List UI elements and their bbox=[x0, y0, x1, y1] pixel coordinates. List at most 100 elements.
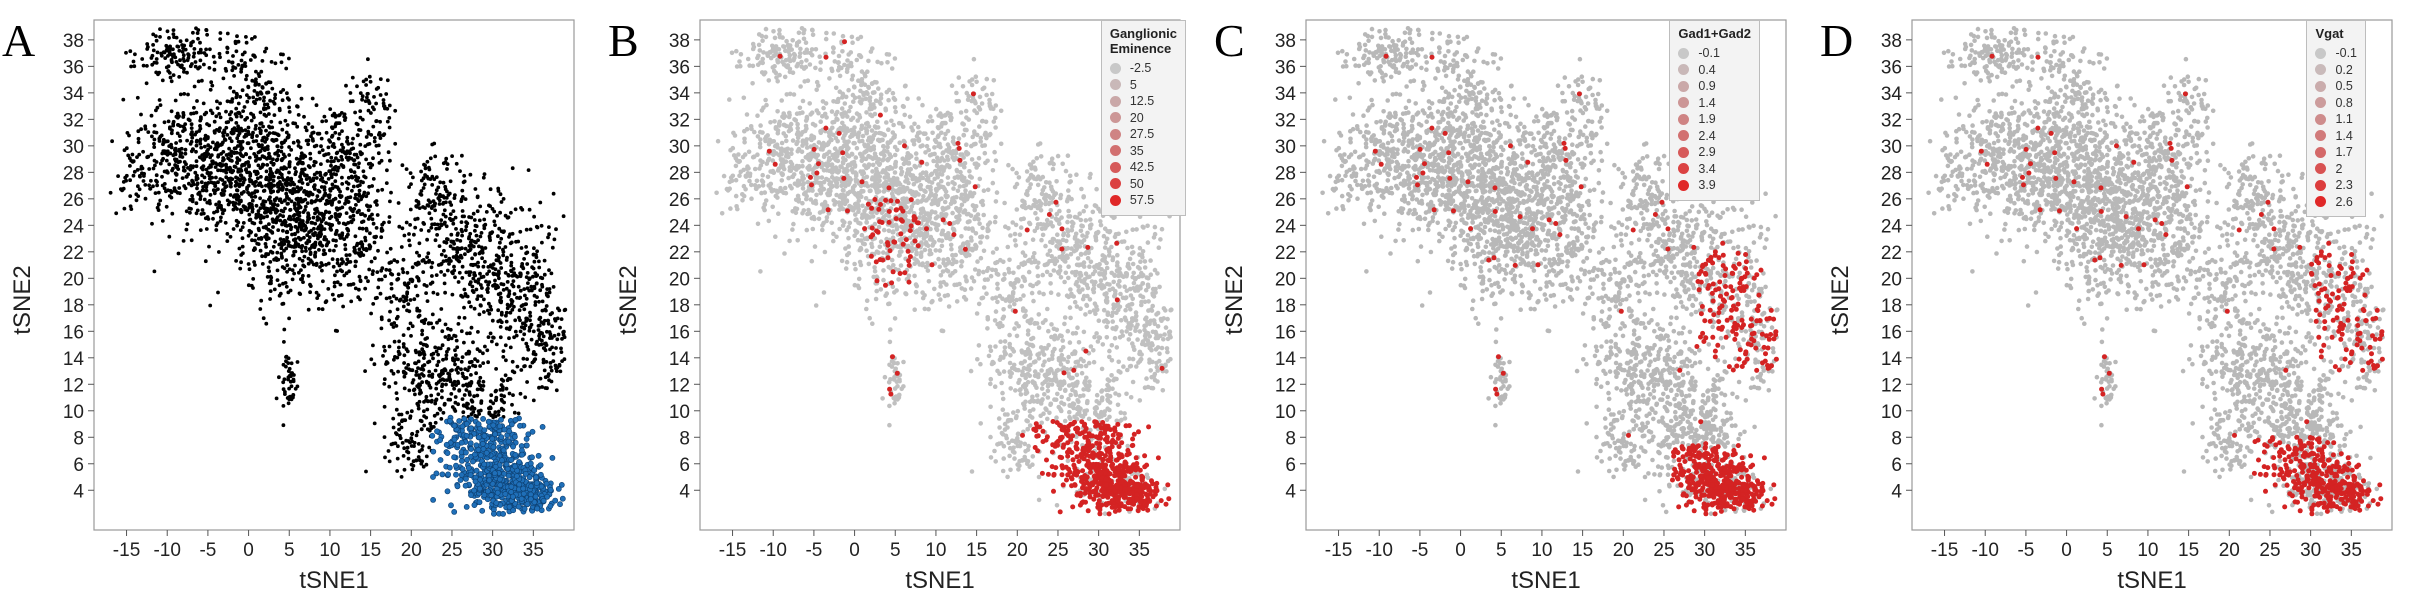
data-point bbox=[198, 40, 202, 45]
data-point bbox=[152, 123, 157, 128]
data-point bbox=[321, 279, 325, 284]
data-point bbox=[522, 257, 526, 261]
data-point bbox=[426, 176, 431, 181]
data-point bbox=[258, 248, 263, 253]
data-point bbox=[195, 186, 199, 191]
data-point bbox=[268, 297, 272, 301]
data-point bbox=[178, 139, 183, 143]
data-point bbox=[424, 284, 429, 288]
data-point bbox=[234, 175, 238, 180]
y-tick-label: 28 bbox=[669, 163, 690, 184]
data-point bbox=[224, 69, 229, 73]
data-point bbox=[296, 140, 301, 145]
data-point bbox=[799, 64, 804, 69]
data-point bbox=[295, 229, 300, 234]
data-point bbox=[281, 423, 286, 428]
data-point bbox=[537, 337, 542, 341]
data-point bbox=[149, 152, 154, 157]
data-point bbox=[258, 131, 263, 136]
data-point bbox=[416, 373, 421, 378]
data-point bbox=[280, 141, 284, 146]
data-point bbox=[427, 369, 432, 374]
data-point bbox=[240, 182, 245, 187]
data-point bbox=[160, 174, 164, 179]
data-point bbox=[324, 130, 329, 135]
data-point bbox=[334, 244, 338, 248]
data-point bbox=[152, 145, 157, 150]
data-point bbox=[534, 255, 539, 260]
data-point bbox=[246, 233, 251, 238]
data-point bbox=[289, 199, 294, 204]
data-point bbox=[404, 220, 409, 225]
data-point bbox=[429, 225, 434, 230]
data-point bbox=[169, 131, 174, 136]
data-point bbox=[402, 233, 407, 238]
data-point bbox=[457, 388, 462, 393]
data-point bbox=[228, 158, 233, 163]
data-point bbox=[250, 202, 254, 207]
data-point bbox=[254, 97, 259, 102]
data-point bbox=[505, 280, 510, 284]
highlighted-point bbox=[463, 503, 470, 510]
data-point bbox=[360, 97, 364, 102]
data-point bbox=[840, 33, 846, 39]
data-point bbox=[540, 282, 544, 287]
data-point bbox=[433, 420, 438, 425]
data-point bbox=[231, 207, 236, 212]
data-point bbox=[370, 163, 375, 167]
data-point bbox=[775, 131, 781, 136]
data-point bbox=[221, 182, 226, 187]
data-point bbox=[326, 193, 330, 198]
data-point bbox=[281, 362, 286, 367]
data-point bbox=[522, 364, 526, 369]
data-point bbox=[486, 360, 490, 365]
data-point bbox=[509, 298, 514, 302]
data-point bbox=[218, 37, 223, 41]
data-point bbox=[823, 36, 829, 42]
highlighted-point bbox=[479, 440, 486, 447]
data-point bbox=[478, 204, 483, 209]
data-point bbox=[306, 307, 311, 312]
data-point bbox=[293, 166, 297, 171]
data-point bbox=[503, 271, 508, 275]
data-point bbox=[497, 255, 501, 260]
data-point bbox=[274, 256, 278, 261]
data-point bbox=[249, 118, 254, 123]
data-point bbox=[416, 442, 421, 446]
data-point bbox=[248, 58, 253, 62]
data-point bbox=[357, 192, 361, 197]
data-point bbox=[383, 455, 387, 460]
highlighted-point bbox=[500, 511, 506, 517]
x-tick-label: 20 bbox=[401, 540, 422, 561]
data-point bbox=[433, 368, 438, 373]
data-point bbox=[541, 357, 546, 362]
data-point bbox=[481, 361, 486, 365]
highlighted-point bbox=[515, 503, 522, 510]
data-point bbox=[341, 221, 346, 226]
data-point bbox=[494, 395, 499, 400]
data-point bbox=[212, 181, 217, 186]
data-point bbox=[289, 361, 294, 366]
data-point bbox=[557, 308, 562, 313]
data-point bbox=[206, 143, 211, 148]
data-point bbox=[270, 230, 274, 235]
data-point bbox=[215, 221, 220, 226]
data-point bbox=[783, 133, 789, 139]
data-point bbox=[369, 259, 374, 264]
data-point bbox=[755, 134, 761, 139]
data-point bbox=[284, 354, 289, 359]
data-point bbox=[353, 196, 357, 201]
data-point bbox=[777, 72, 782, 78]
data-point bbox=[401, 270, 406, 275]
data-point bbox=[162, 169, 167, 174]
data-point bbox=[198, 197, 203, 202]
data-point bbox=[436, 352, 440, 357]
data-point bbox=[239, 191, 244, 196]
highlighted-point bbox=[520, 485, 527, 492]
data-point bbox=[542, 318, 547, 323]
data-point bbox=[236, 124, 241, 129]
data-point bbox=[297, 224, 302, 229]
data-point bbox=[792, 181, 798, 186]
highlighted-point bbox=[462, 449, 469, 456]
data-point bbox=[534, 224, 539, 229]
